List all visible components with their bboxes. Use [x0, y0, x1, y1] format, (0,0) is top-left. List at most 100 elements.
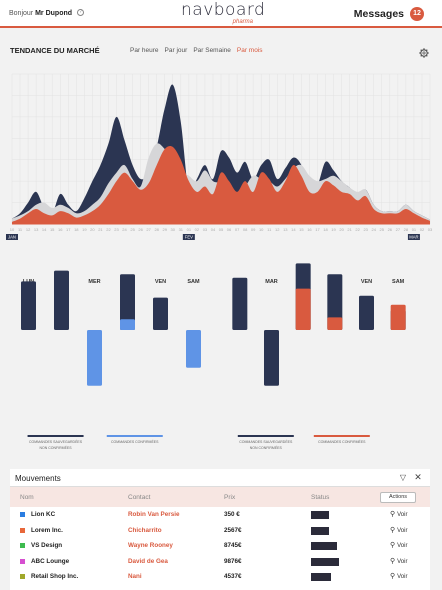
x-tick-label: 01	[412, 227, 417, 232]
table-row[interactable]: VS Design Wayne Rooney 8745€ ⚲ Voir	[10, 538, 430, 554]
bar[interactable]	[327, 317, 343, 330]
row-color-marker	[20, 574, 25, 579]
user-name[interactable]: Mr Dupond	[35, 10, 73, 17]
bar[interactable]	[359, 295, 374, 330]
x-tick-label: 04	[211, 227, 216, 232]
x-ticks: 10 11 12 13 14 15 16 17 18 19 20 21 22 23 24 25 26 27 28 29…	[10, 227, 433, 232]
bar[interactable]	[232, 277, 248, 330]
table-row[interactable]: Lion KC Robin Van Persie 350 € ⚲ Voir	[10, 507, 430, 523]
bar[interactable]	[54, 270, 69, 330]
voir-button[interactable]: ⚲ Voir	[390, 526, 407, 534]
bar[interactable]	[295, 288, 311, 330]
x-tick-label: 19	[331, 227, 336, 232]
tab-hour[interactable]: Par heure	[130, 47, 159, 54]
table-row[interactable]: ABC Lounge David de Gea 9876€ ⚲ Voir	[10, 554, 430, 570]
voir-button[interactable]: ⚲ Voir	[390, 510, 407, 518]
x-tick-label: 29	[163, 227, 168, 232]
search-icon: ⚲	[390, 511, 396, 518]
actions-button[interactable]: Actions	[380, 492, 416, 503]
x-tick-label: 20	[90, 227, 95, 232]
legend-swatch	[106, 435, 163, 437]
table-header: Nom Contact Prix Status Actions	[10, 487, 430, 507]
search-icon: ⚲	[390, 573, 396, 580]
row-prix: 4537€	[224, 573, 242, 580]
row-contact[interactable]: Nani	[128, 573, 142, 580]
voir-label: Voir	[397, 574, 408, 580]
market-panel: TENDANCE DU MARCHÉ Par heure Par jour Pa…	[0, 32, 442, 468]
trend-title: TENDANCE DU MARCHÉ	[10, 46, 100, 55]
bar-category-label: MAR	[265, 279, 278, 285]
x-tick-label: 05	[219, 227, 224, 232]
col-nom[interactable]: Nom	[20, 494, 34, 501]
status-bar	[311, 557, 339, 566]
voir-label: Voir	[397, 512, 408, 518]
bar[interactable]	[186, 330, 201, 368]
tab-day[interactable]: Par jour	[164, 47, 188, 54]
voir-button[interactable]: ⚲ Voir	[390, 557, 407, 565]
month-label: FEV	[185, 235, 193, 240]
row-contact[interactable]: Chicharrito	[128, 526, 162, 534]
search-icon: ⚲	[390, 557, 396, 565]
bar-category-label: VEN	[155, 279, 166, 285]
voir-button[interactable]: ⚲ Voir	[390, 541, 407, 549]
table-row[interactable]: Retail Shop Inc. Nani 4537€ ⚲ Voir	[10, 569, 430, 585]
greeting: Bonjour Mr Dupond	[9, 10, 72, 17]
x-tick-label: 09	[251, 227, 256, 232]
month-badge	[182, 234, 195, 240]
table-row[interactable]: Lorem Inc. Chicharrito 2567€ ⚲ Voir	[10, 523, 430, 539]
messages-badge[interactable]: 12	[410, 7, 424, 21]
bar[interactable]	[264, 330, 279, 386]
row-contact[interactable]: David de Gea	[128, 557, 168, 565]
bar[interactable]	[390, 304, 406, 330]
col-prix[interactable]: Prix	[224, 494, 236, 501]
row-contact[interactable]: Wayne Rooney	[128, 542, 173, 549]
x-tick-label: 14	[42, 227, 47, 232]
x-tick-label: 02	[195, 227, 200, 232]
month-label: JAN	[8, 235, 16, 240]
row-color-marker	[20, 558, 25, 564]
search-icon: ⚲	[390, 526, 396, 534]
logo-main: navboard	[181, 0, 266, 20]
month-label: MAR	[409, 235, 418, 240]
x-tick-label: 03	[203, 227, 208, 232]
gear-icon[interactable]	[419, 48, 429, 58]
bar[interactable]	[21, 281, 36, 330]
voir-label: Voir	[397, 527, 408, 534]
tab-month[interactable]: Par mois	[236, 47, 263, 54]
x-tick-label: 26	[388, 227, 393, 232]
x-tick-label: 18	[74, 227, 79, 232]
voir-button[interactable]: ⚲ Voir	[390, 572, 407, 580]
bar[interactable]	[87, 330, 102, 386]
x-tick-label: 19	[82, 227, 87, 232]
x-tick-label: 31	[179, 227, 184, 232]
row-contact[interactable]: Robin Van Persie	[128, 511, 180, 518]
x-tick-label: 17	[66, 227, 71, 232]
col-status[interactable]: Status	[311, 494, 330, 501]
x-tick-label: 01	[187, 227, 192, 232]
bar[interactable]	[153, 297, 168, 330]
month-badge	[407, 234, 420, 240]
row-color-marker	[20, 527, 25, 533]
bar-category-label: SAM	[187, 279, 200, 285]
voir-label: Voir	[397, 558, 408, 565]
close-icon[interactable]: ✕	[414, 472, 422, 482]
x-tick-label: 16	[58, 227, 63, 232]
filter-icon[interactable]: ▽	[399, 473, 407, 482]
x-tick-label: 15	[299, 227, 304, 232]
bar[interactable]	[327, 274, 343, 330]
help-icon[interactable]: ?	[77, 9, 84, 16]
tab-week[interactable]: Par Semaine	[193, 47, 231, 54]
bar[interactable]	[120, 274, 135, 330]
col-contact[interactable]: Contact	[128, 494, 151, 501]
messages-label[interactable]: Messages	[353, 8, 404, 20]
row-nom: Retail Shop Inc.	[31, 573, 79, 580]
x-tick-label: 03	[428, 227, 433, 232]
x-tick-label: 22	[106, 227, 111, 232]
mouvements-header: Mouvements ▽ ✕	[10, 469, 430, 487]
row-color-marker	[20, 512, 25, 517]
x-tick-label: 20	[339, 227, 344, 232]
x-tick-label: 10	[10, 227, 15, 232]
bar[interactable]	[120, 319, 135, 330]
x-tick-label: 14	[291, 227, 296, 232]
x-tick-label: 13	[283, 227, 288, 232]
